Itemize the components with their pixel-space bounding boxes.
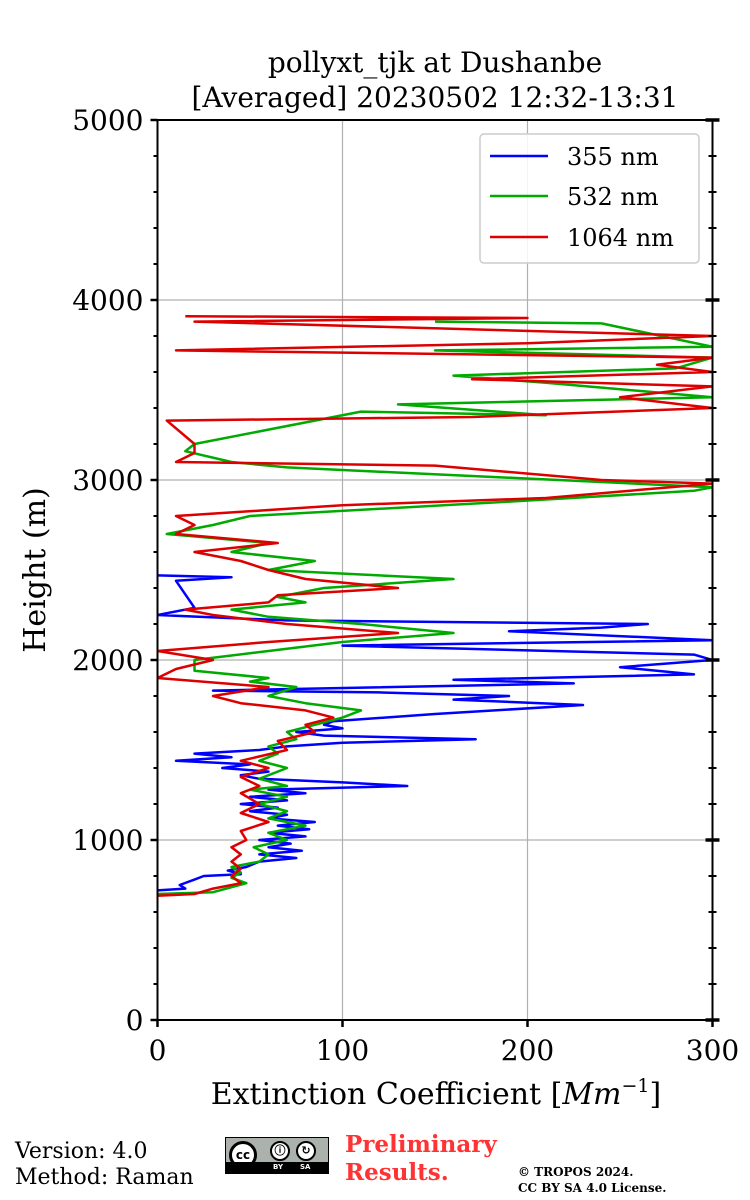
copyright-line-2: CC BY SA 4.0 License. (518, 1181, 667, 1195)
method-text: Method: Raman (15, 1165, 194, 1190)
version-info: Version: 4.0 Method: Raman (15, 1139, 194, 1191)
y-tick-label: 1000 (72, 824, 143, 857)
sa-label: SA (300, 1163, 311, 1171)
cc-by-sa-license-icon: cc ⓘ ↻ BY SA (225, 1137, 329, 1174)
series-line-532-nm (157, 320, 713, 896)
version-text: Version: 4.0 (15, 1139, 148, 1164)
x-tick-label: 0 (149, 1034, 167, 1067)
y-tick-label: 0 (126, 1004, 144, 1037)
copyright-line-1: © TROPOS 2024. (518, 1165, 634, 1179)
series-layer (157, 314, 713, 898)
preliminary-line-1: Preliminary (345, 1131, 497, 1158)
chart-title-line-2: [Averaged] 20230502 12:32-13:31 (192, 81, 679, 114)
y-tick-label: 4000 (72, 284, 143, 317)
preliminary-line-2: Results. (345, 1159, 449, 1186)
x-axis-label: Extinction Coefficient [Mm−1] (211, 1075, 662, 1112)
y-tick-label: 5000 (72, 104, 143, 137)
x-tick-label: 300 (686, 1034, 739, 1067)
x-axis-label-text: Extinction Coefficient [ (211, 1077, 563, 1112)
series-line-1064-nm (157, 314, 713, 898)
plot-frame (156, 119, 714, 1021)
chart-title-line-1: pollyxt_tjk at Dushanbe (268, 46, 602, 79)
by-person-icon: ⓘ (270, 1141, 290, 1161)
x-axis-label-close: ] (650, 1077, 662, 1112)
y-axis-label: Height (m) (18, 487, 53, 652)
legend-label-532: 532 nm (567, 183, 659, 211)
x-tick-label: 100 (316, 1034, 369, 1067)
legend: 355 nm 532 nm 1064 nm (479, 133, 700, 264)
ticks: 0 1000 2000 3000 4000 5000 0 100 200 300 (72, 104, 739, 1067)
share-alike-icon: ↻ (296, 1141, 316, 1161)
y-tick-label: 2000 (72, 644, 143, 677)
legend-label-1064: 1064 nm (567, 224, 674, 252)
legend-box (479, 133, 700, 264)
x-axis-label-unit: Mm (561, 1077, 621, 1112)
legend-label-355: 355 nm (567, 143, 659, 171)
chart: pollyxt_tjk at Dushanbe [Averaged] 20230… (18, 46, 739, 1112)
by-label: BY (273, 1163, 284, 1171)
y-tick-label: 3000 (72, 464, 143, 497)
license-bar (226, 1162, 328, 1173)
preliminary-notice: Preliminary Results. (345, 1131, 497, 1187)
x-axis-label-exponent: −1 (622, 1075, 650, 1097)
copyright-notice: © TROPOS 2024. CC BY SA 4.0 License. (518, 1164, 666, 1196)
x-tick-label: 200 (501, 1034, 554, 1067)
